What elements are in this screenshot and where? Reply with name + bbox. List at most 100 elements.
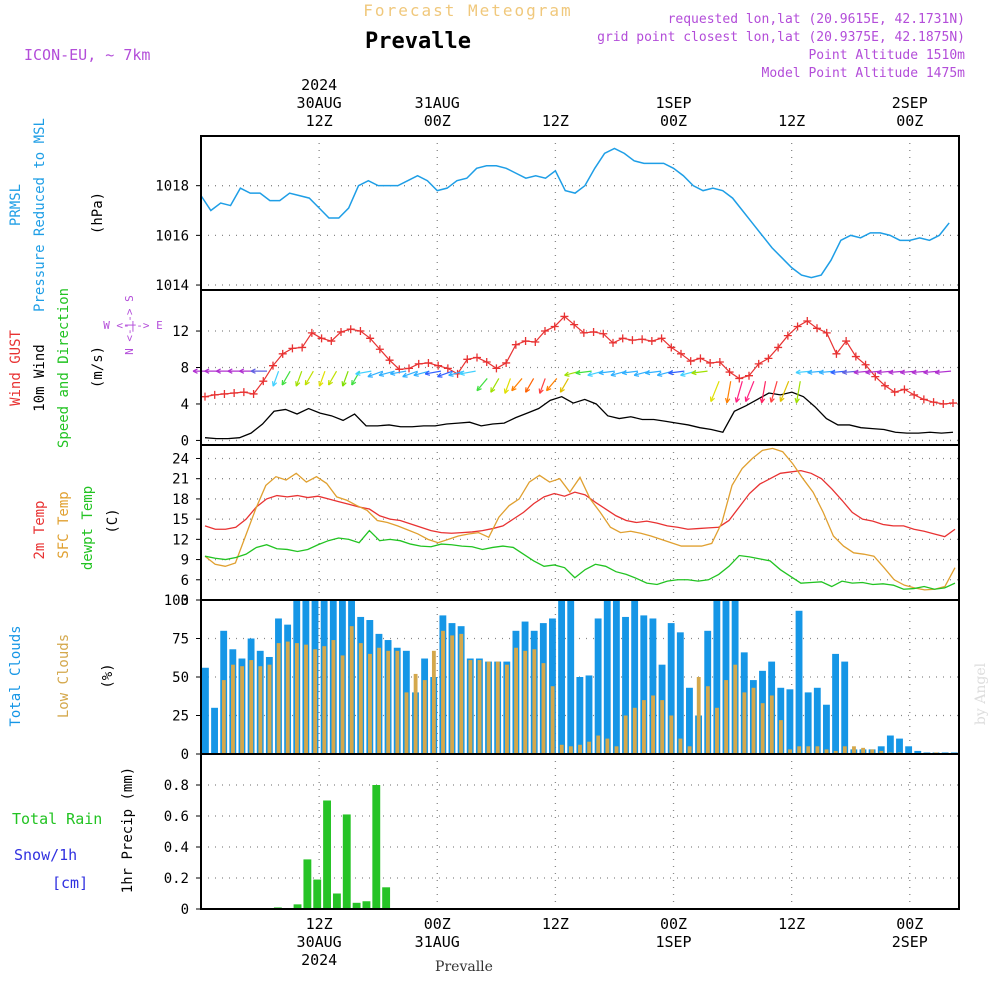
low-cloud-bar: [669, 715, 674, 754]
wind-arrow-head: [656, 371, 663, 377]
gust-marker: [813, 324, 821, 333]
wind-arrow-head: [239, 368, 245, 374]
temp-unit: (C): [105, 508, 121, 533]
low-cloud-bar: [249, 660, 254, 754]
low-cloud-bar: [221, 680, 226, 754]
wind-arrow-head: [490, 387, 496, 393]
gust-marker: [366, 334, 375, 343]
wind-arrow-head: [876, 369, 882, 375]
low-cloud-bar: [824, 749, 829, 754]
gust-marker: [754, 359, 763, 368]
pressure-unit: (hPa): [90, 192, 106, 234]
wind-arrow: [761, 381, 767, 403]
top-time-label: 2024: [301, 76, 337, 94]
low-cloud-bar: [514, 647, 518, 754]
bottom-time-label: 12Z: [542, 915, 569, 933]
low-cloud-bar: [486, 661, 491, 754]
wind-arrow-head: [389, 370, 396, 376]
low-cloud-bar: [705, 686, 710, 754]
wind-arrow-head: [633, 371, 640, 377]
grid-coords: grid point closest lon,lat (20.9375E, 42…: [597, 30, 965, 45]
wind-arrow: [295, 370, 303, 387]
dewpt-label: dewpt Temp: [80, 486, 96, 570]
watermark: by Angel: [973, 662, 989, 725]
low-cloud-bar: [870, 749, 875, 754]
low-cloud-bar: [358, 643, 363, 754]
gust-marker: [803, 317, 812, 325]
total-cloud-bar: [841, 661, 849, 754]
rain-bar: [303, 859, 312, 909]
gust-marker: [745, 371, 753, 380]
wind-arrow-head: [402, 372, 408, 378]
model-altitude: Model Point Altitude 1475m: [762, 66, 966, 81]
wind-arrow: [355, 370, 372, 375]
wind-arrow-head: [341, 381, 347, 387]
wind-arrow: [390, 370, 407, 375]
low-cloud-bar: [842, 746, 847, 754]
wind-arrow-head: [769, 397, 775, 403]
gust-marker: [706, 358, 715, 367]
top-time-label: 31AUG: [415, 94, 460, 112]
panel-border: [200, 753, 960, 910]
low-cloud-bar: [349, 626, 354, 754]
low-cloud-bar: [404, 692, 409, 754]
low-cloud-bar: [861, 747, 866, 754]
low-cloud-bar: [477, 660, 482, 754]
y-tick-label: 12: [172, 324, 189, 340]
gust-marker: [531, 337, 540, 346]
rain-bar: [293, 904, 302, 909]
bottom-time-label: 2024: [301, 951, 337, 969]
low-cloud-label: Low Clouds: [56, 634, 72, 718]
low-cloud-bar: [368, 653, 372, 754]
low-cloud-bar: [642, 700, 646, 754]
y-tick-label: 21: [172, 472, 189, 488]
cloud-unit: (%): [100, 663, 116, 688]
total-cloud-bar: [576, 677, 584, 754]
footer-location: Prevalle: [435, 959, 493, 975]
wind-label: 10m Wind: [32, 344, 48, 411]
y-tick-label: 1018: [155, 179, 189, 195]
pressure-label-2: Pressure Reduced to MSL: [32, 118, 48, 312]
wind-arrow: [476, 378, 488, 392]
top-time-label: 12Z: [306, 112, 333, 130]
y-tick-label: 0: [181, 902, 189, 918]
wind-arrow: [525, 378, 535, 393]
gust-marker: [832, 349, 841, 358]
wind-arrow-head: [559, 387, 565, 393]
wind-arrow: [770, 381, 778, 403]
y-tick-label: 12: [172, 532, 189, 548]
total-cloud-bar: [722, 600, 730, 754]
wind-arrow: [622, 370, 639, 374]
dewpt-line: [204, 529, 956, 590]
gust-marker: [550, 322, 559, 331]
gust-marker: [793, 322, 802, 331]
wind-arrow: [328, 370, 338, 386]
wind-arrow-head: [503, 388, 509, 394]
pressure-line: [200, 147, 950, 279]
gust-marker: [385, 356, 394, 365]
gust-marker: [949, 399, 957, 408]
low-cloud-bar: [733, 664, 738, 754]
wind-arrow: [511, 378, 523, 392]
low-cloud-bar: [769, 695, 774, 754]
gust-marker: [473, 353, 481, 362]
wind-arrow-head: [779, 396, 785, 403]
low-cloud-bar: [386, 650, 391, 754]
low-cloud-bar: [815, 746, 820, 754]
y-tick-label: 50: [172, 670, 189, 686]
gust-marker: [278, 349, 287, 358]
low-cloud-bar: [678, 738, 683, 754]
wind-arrow-head: [355, 370, 361, 376]
low-cloud-bar: [450, 635, 455, 754]
total-cloud-bar: [914, 750, 922, 754]
low-cloud-bar: [715, 707, 719, 754]
gust-marker: [589, 327, 598, 336]
wind-arrow-head: [598, 369, 604, 376]
total-cloud-bar: [686, 687, 693, 754]
y-tick-label: 0.2: [164, 871, 189, 887]
low-cloud-bar: [550, 686, 555, 754]
gust-marker: [725, 368, 734, 377]
wind-arrow: [710, 380, 720, 402]
low-cloud-bar: [614, 746, 619, 754]
